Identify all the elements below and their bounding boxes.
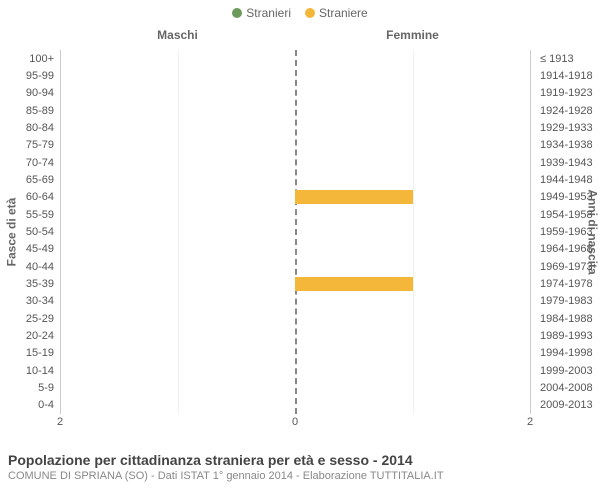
age-label: 0-4	[0, 397, 58, 414]
birth-year-label: 1954-1958	[536, 206, 600, 223]
age-label: 90-94	[0, 85, 58, 102]
birth-year-label: 1934-1938	[536, 137, 600, 154]
age-label: 40-44	[0, 258, 58, 275]
legend-label-stranieri: Stranieri	[246, 6, 291, 20]
age-label: 60-64	[0, 189, 58, 206]
dot-straniere-icon	[305, 8, 315, 18]
x-ticks: 2 0 2	[60, 416, 530, 432]
birth-year-label: 2004-2008	[536, 379, 600, 396]
legend-label-straniere: Straniere	[319, 6, 368, 20]
birth-year-label: 1979-1983	[536, 293, 600, 310]
birth-year-label: 1959-1963	[536, 223, 600, 240]
birth-year-label: 1999-2003	[536, 362, 600, 379]
col-title-maschi: Maschi	[60, 28, 295, 42]
age-label: 70-74	[0, 154, 58, 171]
birth-year-label: 1944-1948	[536, 171, 600, 188]
chart-title: Popolazione per cittadinanza straniera p…	[8, 452, 592, 468]
column-titles: Maschi Femmine	[0, 28, 600, 44]
age-label: 15-19	[0, 345, 58, 362]
age-label: 30-34	[0, 293, 58, 310]
chart: Maschi Femmine Fasce di età Anni di nasc…	[0, 22, 600, 452]
age-label: 85-89	[0, 102, 58, 119]
birth-year-label: 1919-1923	[536, 85, 600, 102]
bar-female	[295, 190, 413, 204]
col-title-femmine: Femmine	[295, 28, 530, 42]
age-label: 55-59	[0, 206, 58, 223]
birth-year-label: 1949-1953	[536, 189, 600, 206]
age-label: 50-54	[0, 223, 58, 240]
legend: Stranieri Straniere	[0, 0, 600, 22]
age-label: 25-29	[0, 310, 58, 327]
birth-year-label: 2009-2013	[536, 397, 600, 414]
age-label: 20-24	[0, 327, 58, 344]
age-label: 45-49	[0, 241, 58, 258]
age-label: 35-39	[0, 275, 58, 292]
birth-year-label: 1924-1928	[536, 102, 600, 119]
birth-year-label: 1989-1993	[536, 327, 600, 344]
right-axis-labels: ≤ 19131914-19181919-19231924-19281929-19…	[536, 50, 600, 414]
birth-year-label: 1914-1918	[536, 67, 600, 84]
birth-year-label: 1929-1933	[536, 119, 600, 136]
age-label: 75-79	[0, 137, 58, 154]
birth-year-label: 1969-1973	[536, 258, 600, 275]
dot-stranieri-icon	[232, 8, 242, 18]
age-label: 80-84	[0, 119, 58, 136]
birth-year-label: 1939-1943	[536, 154, 600, 171]
age-label: 95-99	[0, 67, 58, 84]
left-axis-labels: 100+95-9990-9485-8980-8475-7970-7465-696…	[0, 50, 58, 414]
age-label: 65-69	[0, 171, 58, 188]
x-tick-mid: 0	[292, 416, 298, 428]
x-tick-left: 2	[57, 416, 63, 428]
birth-year-label: 1994-1998	[536, 345, 600, 362]
birth-year-label: 1984-1988	[536, 310, 600, 327]
legend-item-straniere: Straniere	[305, 4, 368, 22]
chart-subtitle: COMUNE DI SPRIANA (SO) - Dati ISTAT 1° g…	[8, 470, 592, 482]
x-tick-right: 2	[527, 416, 533, 428]
birth-year-label: 1964-1968	[536, 241, 600, 258]
birth-year-label: ≤ 1913	[536, 50, 600, 67]
age-label: 100+	[0, 50, 58, 67]
bar-female	[295, 277, 413, 291]
age-label: 5-9	[0, 379, 58, 396]
plot-area	[60, 50, 530, 414]
legend-item-stranieri: Stranieri	[232, 4, 291, 22]
age-label: 10-14	[0, 362, 58, 379]
zero-line	[295, 50, 297, 414]
birth-year-label: 1974-1978	[536, 275, 600, 292]
footer: Popolazione per cittadinanza straniera p…	[8, 452, 592, 482]
